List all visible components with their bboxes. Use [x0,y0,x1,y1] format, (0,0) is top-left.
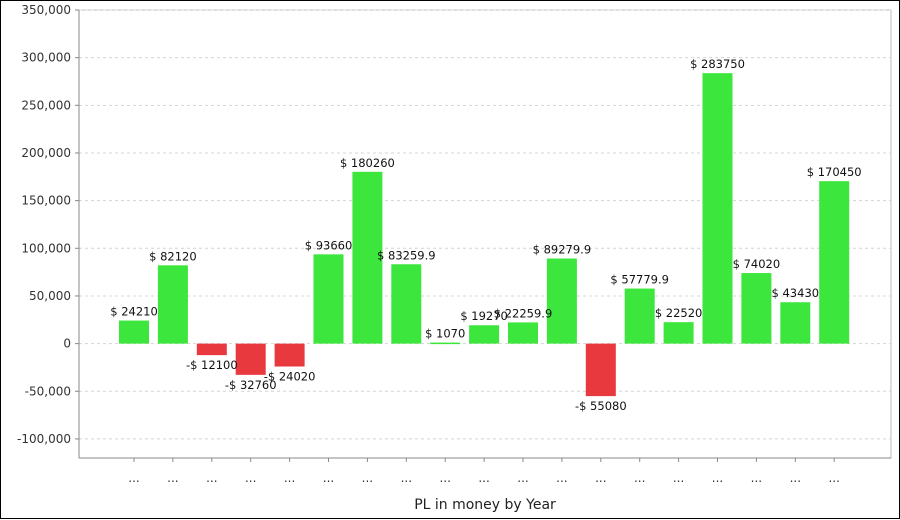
y-tick-label: 0 [63,337,71,351]
x-tick-label: ... [828,471,839,485]
bar[interactable] [157,265,188,344]
bar[interactable] [274,343,305,367]
x-tick-label: ... [206,471,217,485]
bar-value-label: $ 24210 [110,305,158,319]
x-tick-label: ... [167,471,178,485]
y-tick-label: -100,000 [17,432,71,446]
bar-value-label: $ 180260 [340,156,395,170]
x-tick-label: ... [284,471,295,485]
bar[interactable] [546,258,577,344]
bar-value-label: $ 93660 [305,238,353,252]
bar[interactable] [313,254,344,344]
y-tick-label: 100,000 [21,241,71,255]
bar-value-label: $ 283750 [690,57,745,71]
plot-area [78,9,892,459]
bar[interactable] [819,181,850,344]
y-axis: 350,000 300,000 250,000 200,000 150,000 100,0… [17,3,80,458]
x-tick-label: ... [362,471,373,485]
bar[interactable] [508,322,538,344]
bar[interactable] [430,342,461,345]
x-tick-label: ... [323,471,334,485]
bar-value-label: $ 74020 [733,257,781,271]
bar-value-label: $ 43430 [772,286,820,300]
bar[interactable] [119,320,149,344]
bar-value-label: -$ 12100 [186,358,238,372]
bar[interactable] [196,343,227,356]
bar-value-label: $ 1070 [425,327,465,341]
y-tick-label: 300,000 [21,51,71,65]
bars [119,73,850,397]
bar[interactable] [352,171,383,344]
x-tick-label: ... [712,471,723,485]
data-labels: $ 24210 $ 82120 -$ 12100 -$ 32760-$ 24020 $ … [110,57,861,413]
x-tick-label: ... [128,471,139,485]
x-tick-label: ... [517,471,528,485]
y-tick-label: 50,000 [29,289,71,303]
x-tick-label: ... [634,471,645,485]
y-tick-label: -50,000 [25,384,71,398]
bar-value-label: $ 170450 [807,165,862,179]
bar-value-label: -$ 32760 [225,378,277,392]
x-axis: ........................................… [79,457,891,485]
bar-value-label: -$ 55080 [575,399,627,413]
y-tick-label: 150,000 [21,194,71,208]
bar-value-label: $ 22520 [655,306,703,320]
bar-value-label: $ 83259.9 [377,248,436,262]
x-tick-label: ... [439,471,450,485]
x-tick-label: ... [478,471,489,485]
bar-value-label: $ 89279.9 [533,243,592,257]
bar[interactable] [391,264,422,344]
x-axis-title: PL in money by Year [414,497,556,513]
y-tick-label: 250,000 [21,98,71,112]
bar[interactable] [235,343,266,375]
bar-value-label: $ 57779.9 [610,273,669,287]
bar-value-label: $ 19270 [460,309,508,323]
x-tick-label: ... [556,471,567,485]
bar[interactable] [663,322,694,344]
x-tick-label: ... [673,471,684,485]
bar[interactable] [624,288,655,344]
y-tick-label: 350,000 [21,3,71,17]
bar[interactable] [780,302,811,344]
bar[interactable] [585,343,616,397]
x-tick-label: ... [595,471,606,485]
bar[interactable] [741,273,772,344]
x-tick-label: ... [245,471,256,485]
bar-value-label: $ 82120 [149,249,197,263]
bar[interactable] [469,325,500,344]
bar[interactable] [702,73,733,344]
bar-value-label: -$ 24020 [264,370,316,384]
x-tick-label: ... [790,471,801,485]
x-tick-label: ... [751,471,762,485]
x-tick-label: ... [401,471,412,485]
bar-value-label: $ 22259.9 [494,306,553,320]
y-tick-label: 200,000 [21,146,71,160]
